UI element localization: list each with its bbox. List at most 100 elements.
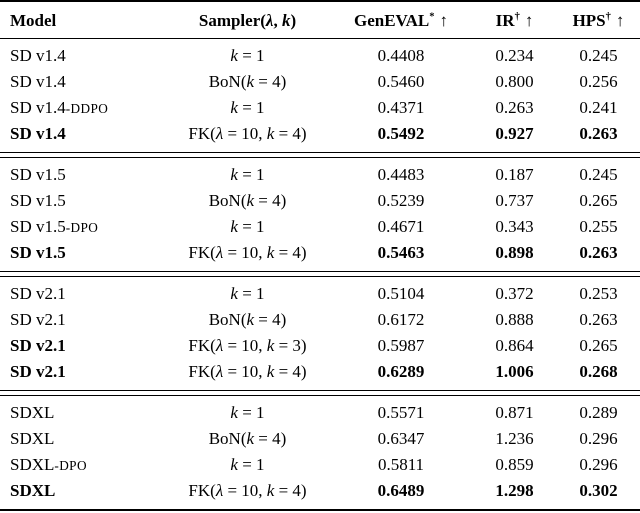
model-label: SD v2.1 <box>10 362 66 381</box>
model-label: SD v2.1 <box>10 284 66 303</box>
model-cell: SDXL-DPO <box>0 452 165 478</box>
geneval-cell: 0.5811 <box>377 455 425 474</box>
model-label: SDXL <box>10 429 55 448</box>
table-row: SD v1.4 k = 1 0.4408 0.234 0.245 <box>0 39 640 70</box>
hps-cell: 0.289 <box>579 403 618 422</box>
ir-cell: 0.263 <box>495 98 534 117</box>
model-cell: SD v1.5 <box>0 158 165 189</box>
hps-cell: 0.255 <box>579 217 618 236</box>
model-cell: SD v1.5 <box>0 240 165 272</box>
ir-cell: 0.800 <box>495 72 534 91</box>
geneval-cell: 0.6347 <box>377 429 425 448</box>
model-label: SD v1.5 <box>10 217 66 236</box>
hps-cell: 0.263 <box>579 310 618 329</box>
model-cell: SDXL <box>0 396 165 427</box>
asterisk-footnote-marker: * <box>429 11 435 23</box>
header-hps-label: HPS <box>572 11 606 30</box>
table-row: SDXL FK(λ = 10, k = 4) 0.6489 1.298 0.30… <box>0 478 640 510</box>
block-divider-rule <box>0 271 640 277</box>
ir-cell: 0.372 <box>495 284 534 303</box>
model-label: SD v1.5 <box>10 191 66 210</box>
header-ir: IR† ↑ <box>472 1 557 39</box>
ir-cell: 1.298 <box>495 481 534 500</box>
model-cell: SD v1.5 <box>0 188 165 214</box>
table-row: SD v2.1 FK(λ = 10, k = 4) 0.6289 1.006 0… <box>0 359 640 391</box>
table-row: SD v2.1 k = 1 0.5104 0.372 0.253 <box>0 277 640 308</box>
sampler-cell: k = 1 <box>230 403 265 422</box>
ir-cell: 0.234 <box>495 46 534 65</box>
ir-cell: 0.737 <box>495 191 534 210</box>
hps-cell: 0.253 <box>579 284 618 303</box>
geneval-cell: 0.5987 <box>377 336 425 355</box>
sampler-cell: BoN(k = 4) <box>208 310 287 329</box>
ir-cell: 0.343 <box>495 217 534 236</box>
model-cell: SD v2.1 <box>0 333 165 359</box>
table-row: SD v2.1 FK(λ = 10, k = 3) 0.5987 0.864 0… <box>0 333 640 359</box>
header-geneval: GenEVAL* ↑ <box>330 1 472 39</box>
model-label: SD v2.1 <box>10 336 66 355</box>
dagger-footnote-marker: † <box>514 11 520 23</box>
block-divider <box>0 271 640 277</box>
model-suffix-label: -DDPO <box>65 101 109 116</box>
hps-cell: 0.265 <box>579 191 618 210</box>
geneval-cell: 0.5463 <box>377 243 425 262</box>
model-cell: SD v1.4-DDPO <box>0 95 165 121</box>
sampler-cell: k = 1 <box>230 165 265 184</box>
sampler-cell: k = 1 <box>230 46 265 65</box>
ir-cell: 0.871 <box>495 403 534 422</box>
sampler-cell: FK(λ = 10, k = 4) <box>188 362 307 381</box>
model-label: SDXL <box>10 403 55 422</box>
hps-cell: 0.296 <box>579 429 618 448</box>
hps-cell: 0.245 <box>579 165 618 184</box>
model-label: SD v1.4 <box>10 124 66 143</box>
header-hps: HPS† ↑ <box>557 1 640 39</box>
model-cell: SDXL <box>0 478 165 510</box>
geneval-cell: 0.5460 <box>377 72 425 91</box>
table-row: SDXL BoN(k = 4) 0.6347 1.236 0.296 <box>0 426 640 452</box>
model-cell: SD v2.1 <box>0 359 165 391</box>
sampler-cell: FK(λ = 10, k = 4) <box>188 481 307 500</box>
ir-cell: 1.006 <box>495 362 534 381</box>
hps-cell: 0.296 <box>579 455 618 474</box>
model-cell: SD v1.4 <box>0 39 165 70</box>
table-row: SD v1.5-DPO k = 1 0.4671 0.343 0.255 <box>0 214 640 240</box>
geneval-cell: 0.6289 <box>377 362 425 381</box>
model-label: SDXL <box>10 481 56 500</box>
header-geneval-label: GenEVAL <box>353 11 430 30</box>
geneval-cell: 0.5492 <box>377 124 425 143</box>
ir-cell: 0.187 <box>495 165 534 184</box>
sampler-cell: BoN(k = 4) <box>208 429 287 448</box>
header-row: Model Sampler(λ, k) GenEVAL* ↑ IR† ↑ HPS† ↑ <box>0 1 640 39</box>
ir-cell: 0.859 <box>495 455 534 474</box>
geneval-cell: 0.4671 <box>377 217 425 236</box>
dagger-footnote-marker: † <box>605 11 611 23</box>
block-divider-rule <box>0 390 640 396</box>
geneval-cell: 0.4371 <box>377 98 425 117</box>
model-label: SDXL <box>10 455 55 474</box>
model-label: SD v1.5 <box>10 165 66 184</box>
model-suffix-label: -DPO <box>54 458 87 473</box>
table-row: SD v2.1 BoN(k = 4) 0.6172 0.888 0.263 <box>0 307 640 333</box>
ir-cell: 0.927 <box>495 124 534 143</box>
geneval-cell: 0.5239 <box>377 191 425 210</box>
sampler-cell: BoN(k = 4) <box>208 72 287 91</box>
geneval-cell: 0.6489 <box>377 481 425 500</box>
ir-cell: 0.864 <box>495 336 534 355</box>
model-cell: SDXL <box>0 426 165 452</box>
sampler-cell: FK(λ = 10, k = 3) <box>188 336 307 355</box>
model-cell: SD v1.5-DPO <box>0 214 165 240</box>
up-arrow-icon: ↑ <box>439 11 449 30</box>
geneval-cell: 0.5571 <box>377 403 425 422</box>
hps-cell: 0.265 <box>579 336 618 355</box>
ir-cell: 0.898 <box>495 243 534 262</box>
hps-cell: 0.241 <box>579 98 618 117</box>
block-divider-rule <box>0 152 640 158</box>
model-cell: SD v1.4 <box>0 121 165 153</box>
header-sampler: Sampler(λ, k) <box>165 1 330 39</box>
hps-cell: 0.302 <box>579 481 618 500</box>
table-row: SD v1.5 BoN(k = 4) 0.5239 0.737 0.265 <box>0 188 640 214</box>
model-label: SD v1.5 <box>10 243 66 262</box>
sampler-cell: FK(λ = 10, k = 4) <box>188 124 307 143</box>
header-model: Model <box>0 1 165 39</box>
